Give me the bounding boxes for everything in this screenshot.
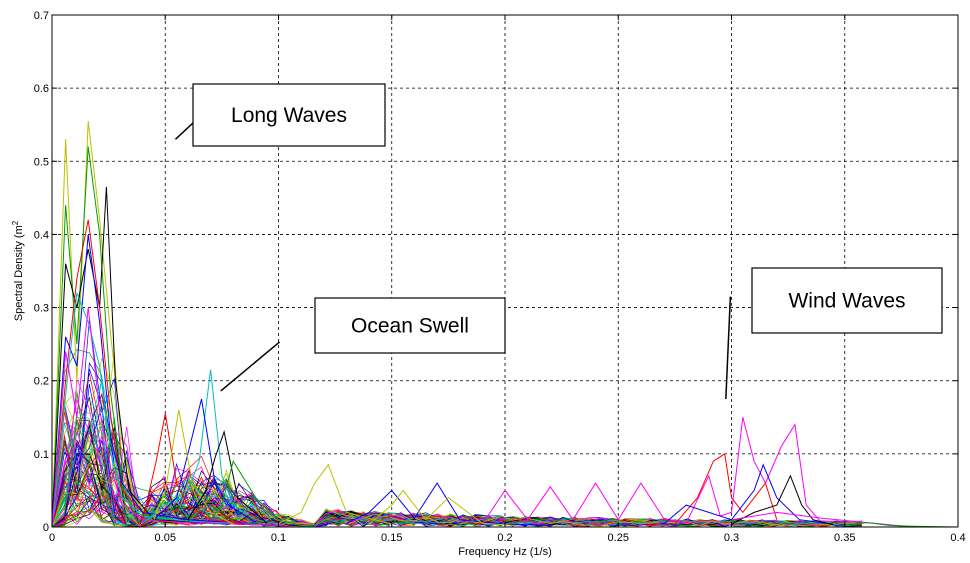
annotation-label: Ocean Swell [351,315,469,338]
x-tick-label: 0.05 [155,532,176,544]
series-line-14 [346,482,551,526]
series-lines [51,121,959,529]
y-axis-label-text: Spectral Density (m [13,225,25,321]
series-line-11 [187,430,268,524]
y-axis-label: Spectral Density (m2 [11,220,25,321]
series-line-8 [153,398,257,524]
annotation-label: Wind Waves [788,290,905,313]
series-line-18 [674,453,778,525]
x-axis-label: Frequency Hz (1/s) [458,546,552,558]
annotation-label: Long Waves [231,104,347,127]
y-tick-label: 0 [43,522,49,534]
y-tick-label: 0.1 [34,449,49,461]
noise-series-line [51,406,862,528]
x-tick-label: 0.25 [608,532,629,544]
noise-series-line [51,424,862,528]
annotation-pointer [220,341,281,392]
series-line-15 [481,482,687,525]
annotation-box [314,297,506,354]
series-line-7 [142,369,279,525]
y-tick-label: 0.6 [34,83,49,95]
x-tick-label: 0 [49,532,55,544]
axis-ticks [51,14,959,528]
y-tick-label: 0.7 [34,10,49,22]
annotation-pointer [725,296,732,400]
noise-series-line [51,426,862,528]
y-axis-label-superscript: 2 [11,220,20,225]
series-line-2 [51,186,279,528]
annotation-box [192,83,386,147]
y-tick-label: 0.4 [34,229,49,241]
x-tick-label: 0.35 [834,532,855,544]
series-line-17 [685,417,823,524]
series-line-4 [51,234,279,528]
x-tick-label: 0.15 [381,532,402,544]
series-line-20 [731,474,834,526]
series-line-13 [278,463,392,525]
series-line-19 [663,463,834,525]
series-line-6 [51,307,279,528]
y-tick-label: 0.2 [34,376,49,388]
annotation-box [751,267,943,334]
x-tick-label: 0.2 [497,532,512,544]
x-tick-label: 0.4 [950,532,965,544]
noise-series-line [51,453,862,528]
x-tick-label: 0.3 [724,532,739,544]
series-line-12 [210,459,302,526]
series-line-16 [368,489,517,526]
y-tick-label: 0.3 [34,303,49,315]
noise-series-line [51,462,862,528]
series-line-5 [51,292,279,528]
x-tick-label: 0.1 [271,532,286,544]
annotations: Long Waves Ocean Swell Wind Waves [174,83,943,400]
y-tick-label: 0.5 [34,156,49,168]
tick-labels: 0 0.05 0.1 0.15 0.2 0.25 0.3 0.35 0.4 0 0.1 0.2 0.3 0… [34,10,966,544]
